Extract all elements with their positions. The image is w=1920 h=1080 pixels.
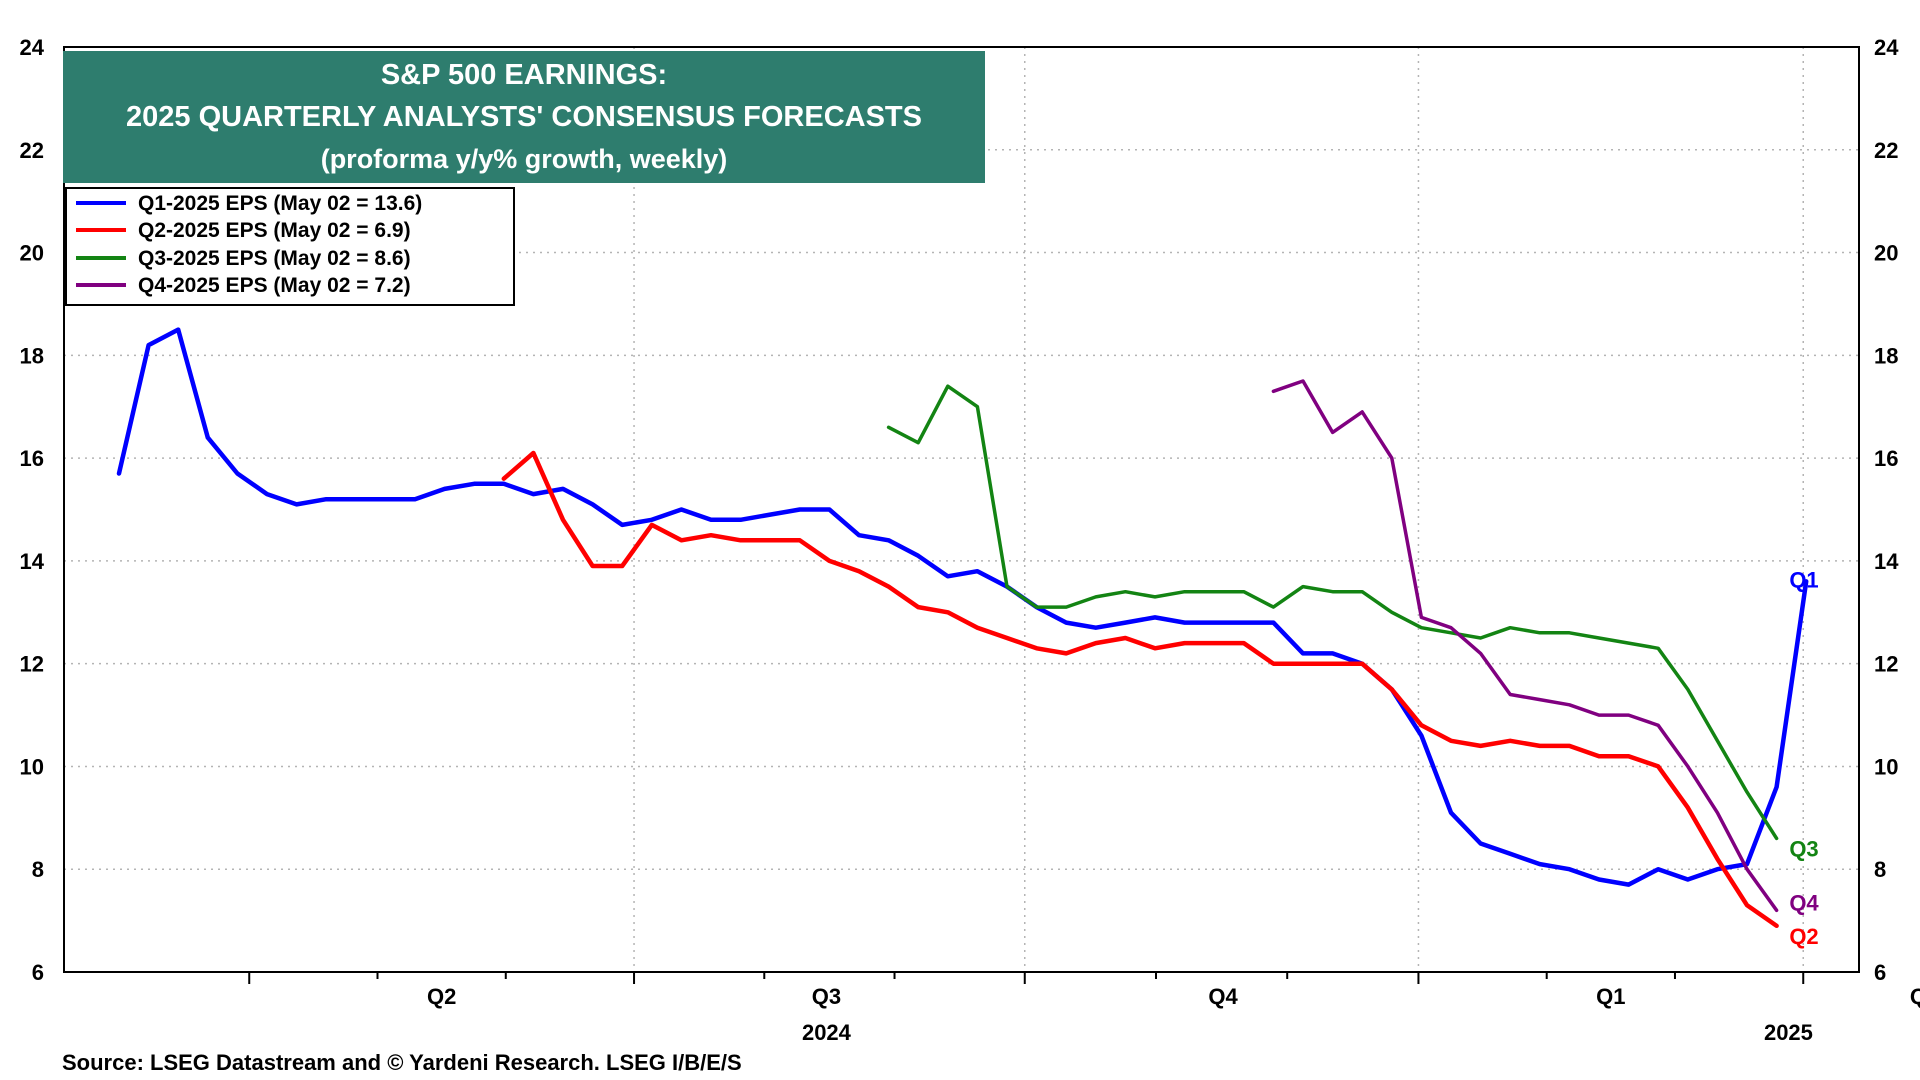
series-end-label-q4: Q4 <box>1789 890 1819 915</box>
title-box: S&P 500 EARNINGS: 2025 QUARTERLY ANALYST… <box>63 51 985 183</box>
legend-label-q4: Q4-2025 EPS (May 02 = 7.2) <box>138 274 411 297</box>
y-tick-label-left: 18 <box>20 343 44 368</box>
source-note: Source: LSEG Datastream and © Yardeni Re… <box>62 1050 742 1075</box>
series-line-q1 <box>116 327 1809 887</box>
y-tick-label-right: 6 <box>1874 960 1886 985</box>
series-end-label-q1: Q1 <box>1789 567 1818 592</box>
y-tick-label-right: 16 <box>1874 446 1898 471</box>
y-tick-label-left: 10 <box>20 754 44 779</box>
y-tick-label-right: 8 <box>1874 857 1886 882</box>
plot-frame <box>63 46 1860 973</box>
x-year-label: 2025 <box>1764 1020 1813 1045</box>
legend-label-q2: Q2-2025 EPS (May 02 = 6.9) <box>138 219 411 242</box>
title-line-3: (proforma y/y% growth, weekly) <box>321 144 728 174</box>
series-end-labels: Q1 Q2 Q3 Q4 <box>1789 567 1819 948</box>
y-tick-label-right: 24 <box>1874 35 1899 60</box>
y-tick-label-right: 22 <box>1874 138 1898 163</box>
y-axis-left: 6 8 10 12 14 16 18 20 22 24 <box>20 35 45 985</box>
y-tick-label-left: 24 <box>20 35 45 60</box>
x-quarter-label: Q1 <box>1596 984 1625 1009</box>
y-tick-label-right: 20 <box>1874 241 1898 266</box>
x-quarter-label: Q4 <box>1208 984 1238 1009</box>
series-end-label-q2: Q2 <box>1789 924 1818 949</box>
y-axis-right: 6 8 10 12 14 16 18 20 22 24 <box>1874 35 1899 985</box>
y-tick-label-right: 14 <box>1874 549 1899 574</box>
title-line-1: S&P 500 EARNINGS: <box>381 59 667 91</box>
series-line-q4 <box>1271 379 1779 913</box>
legend-label-q3: Q3-2025 EPS (May 02 = 8.6) <box>138 247 411 270</box>
y-tick-label-right: 12 <box>1874 652 1898 677</box>
title-line-2: 2025 QUARTERLY ANALYSTS' CONSENSUS FOREC… <box>126 101 922 133</box>
series-end-label-q3: Q3 <box>1789 836 1818 861</box>
legend-label-q1: Q1-2025 EPS (May 02 = 13.6) <box>138 192 422 215</box>
y-tick-label-left: 12 <box>20 652 44 677</box>
y-tick-label-left: 14 <box>20 549 45 574</box>
x-year-label: 2024 <box>802 1020 852 1045</box>
y-tick-label-left: 8 <box>32 857 44 882</box>
y-tick-label-right: 18 <box>1874 343 1898 368</box>
x-quarter-label: Q2 <box>427 984 456 1009</box>
grid-lines <box>64 47 1859 972</box>
series-line-q3 <box>886 384 1779 841</box>
y-tick-label-left: 6 <box>32 960 44 985</box>
legend: Q1-2025 EPS (May 02 = 13.6) Q2-2025 EPS … <box>65 187 515 306</box>
x-quarter-label: Q3 <box>812 984 841 1009</box>
y-tick-label-right: 10 <box>1874 754 1898 779</box>
series-lines <box>116 327 1809 929</box>
x-quarter-label: Q2 <box>1910 984 1920 1009</box>
y-tick-label-left: 22 <box>20 138 44 163</box>
y-tick-label-left: 20 <box>20 241 44 266</box>
y-tick-label-left: 16 <box>20 446 44 471</box>
series-line-q2 <box>501 450 1779 929</box>
x-axis: Q2 Q3 Q4 Q1 Q2 2024 2025 <box>248 972 1920 1045</box>
